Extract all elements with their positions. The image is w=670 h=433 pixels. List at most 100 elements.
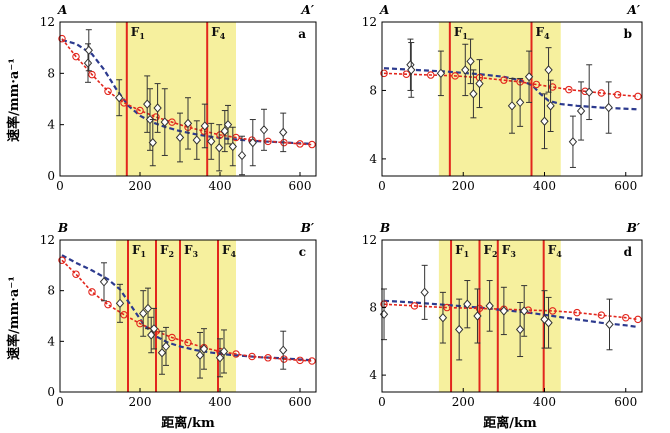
data-point [279,345,288,355]
data-point [160,117,169,127]
x-tick-label: 600 [289,179,312,193]
data-point [544,317,553,328]
fit-marker-red [308,357,316,365]
fit-marker-red [168,333,176,342]
y-tick-label: 4 [47,334,55,348]
fault-label: F4 [536,25,551,41]
data-point [228,141,237,152]
fit-marker-red [280,138,288,147]
fault-label-subscript: 4 [544,31,550,41]
fit-curve-blue [61,38,313,145]
fit-marker-red [573,308,581,317]
data-point [148,137,157,148]
plot-frame [381,239,643,393]
data-point [199,344,209,354]
plot-frame [59,21,317,177]
fit-marker-red [621,313,630,322]
y-tick-label: 0 [47,385,55,399]
fault-label: F2 [484,243,498,259]
fit-marker-red [308,140,316,149]
y-tick-label: 12 [362,233,377,247]
x-tick-label: 200 [452,395,475,409]
data-point [192,135,201,145]
fit-marker-red [296,356,304,365]
y-tick-label: 4 [369,152,377,166]
data-point [219,346,229,357]
fit-marker-red [548,83,557,91]
data-point [420,287,429,298]
fit-marker-red [500,76,508,84]
data-point [149,323,159,334]
data-point [139,308,148,319]
data-point [207,136,216,147]
data-point [568,137,578,147]
fit-marker-red [216,131,224,139]
fault-label-letter: F [131,25,140,39]
fault-label-subscript: 2 [492,249,498,259]
fit-marker-red [184,338,192,347]
fault-label: F4 [548,243,563,259]
data-point [455,324,464,335]
fault-label-letter: F [222,243,231,257]
x-tick-label: 0 [56,179,64,193]
fault-label-subscript: 3 [193,249,199,259]
data-point [546,101,555,111]
data-point [605,319,614,330]
fit-marker-red [88,288,96,296]
x-tick-label: 0 [56,395,64,409]
fit-curve-blue [383,67,638,111]
x-tick-label: 600 [289,395,312,409]
fault-label-subscript: 1 [139,31,145,41]
x-tick-label: 200 [129,179,152,193]
x-tick-label: 400 [533,179,556,193]
profile-end-label: B′ [300,221,315,235]
fit-marker-red [120,99,128,107]
fit-marker-red [410,302,419,310]
data-point [499,306,509,316]
data-point [279,127,288,138]
data-point [115,92,124,103]
data-point [195,350,205,361]
data-point [161,341,171,352]
panel-letter: c [299,245,306,259]
fit-marker-red [248,352,256,361]
highlight-band [438,22,561,176]
fault-label: F4 [222,243,237,259]
highlight-band [438,240,561,392]
data-point [84,45,93,55]
x-tick-label: 400 [209,395,232,409]
fault-label-letter: F [455,243,464,257]
y-tick-label: 12 [40,15,55,29]
fault-label: F3 [184,243,199,259]
fault-label-subscript: 1 [141,249,147,259]
fault-label-subscript: 4 [556,249,562,259]
fit-curve-blue [61,254,313,362]
fault-label-subscript: 3 [510,249,516,259]
fit-marker-red [634,92,642,101]
y-tick-label: 8 [369,83,377,97]
x-tick-label: 600 [614,179,637,193]
fit-marker-red [58,34,66,43]
data-point [475,78,484,89]
data-point [540,116,549,127]
panel-letter: a [298,27,306,41]
x-axis-title: 距离/km [161,415,215,431]
data-point [175,132,185,143]
fault-label-letter: F [184,243,193,257]
fit-marker-red [104,87,112,96]
y-tick-label: 8 [47,66,55,80]
fit-marker-red [296,140,304,148]
data-point [576,106,586,116]
fit-marker-red [264,354,272,362]
y-tick-label: 12 [40,233,55,247]
fit-marker-red [475,304,484,313]
fit-marker-red [426,71,435,79]
fit-marker-red [548,307,557,315]
fit-marker-red [280,355,288,363]
data-point [248,137,257,148]
fit-marker-red [88,70,96,79]
fit-marker-red [380,69,388,78]
fault-label-letter: F [454,25,463,39]
fit-marker-red [532,80,541,89]
